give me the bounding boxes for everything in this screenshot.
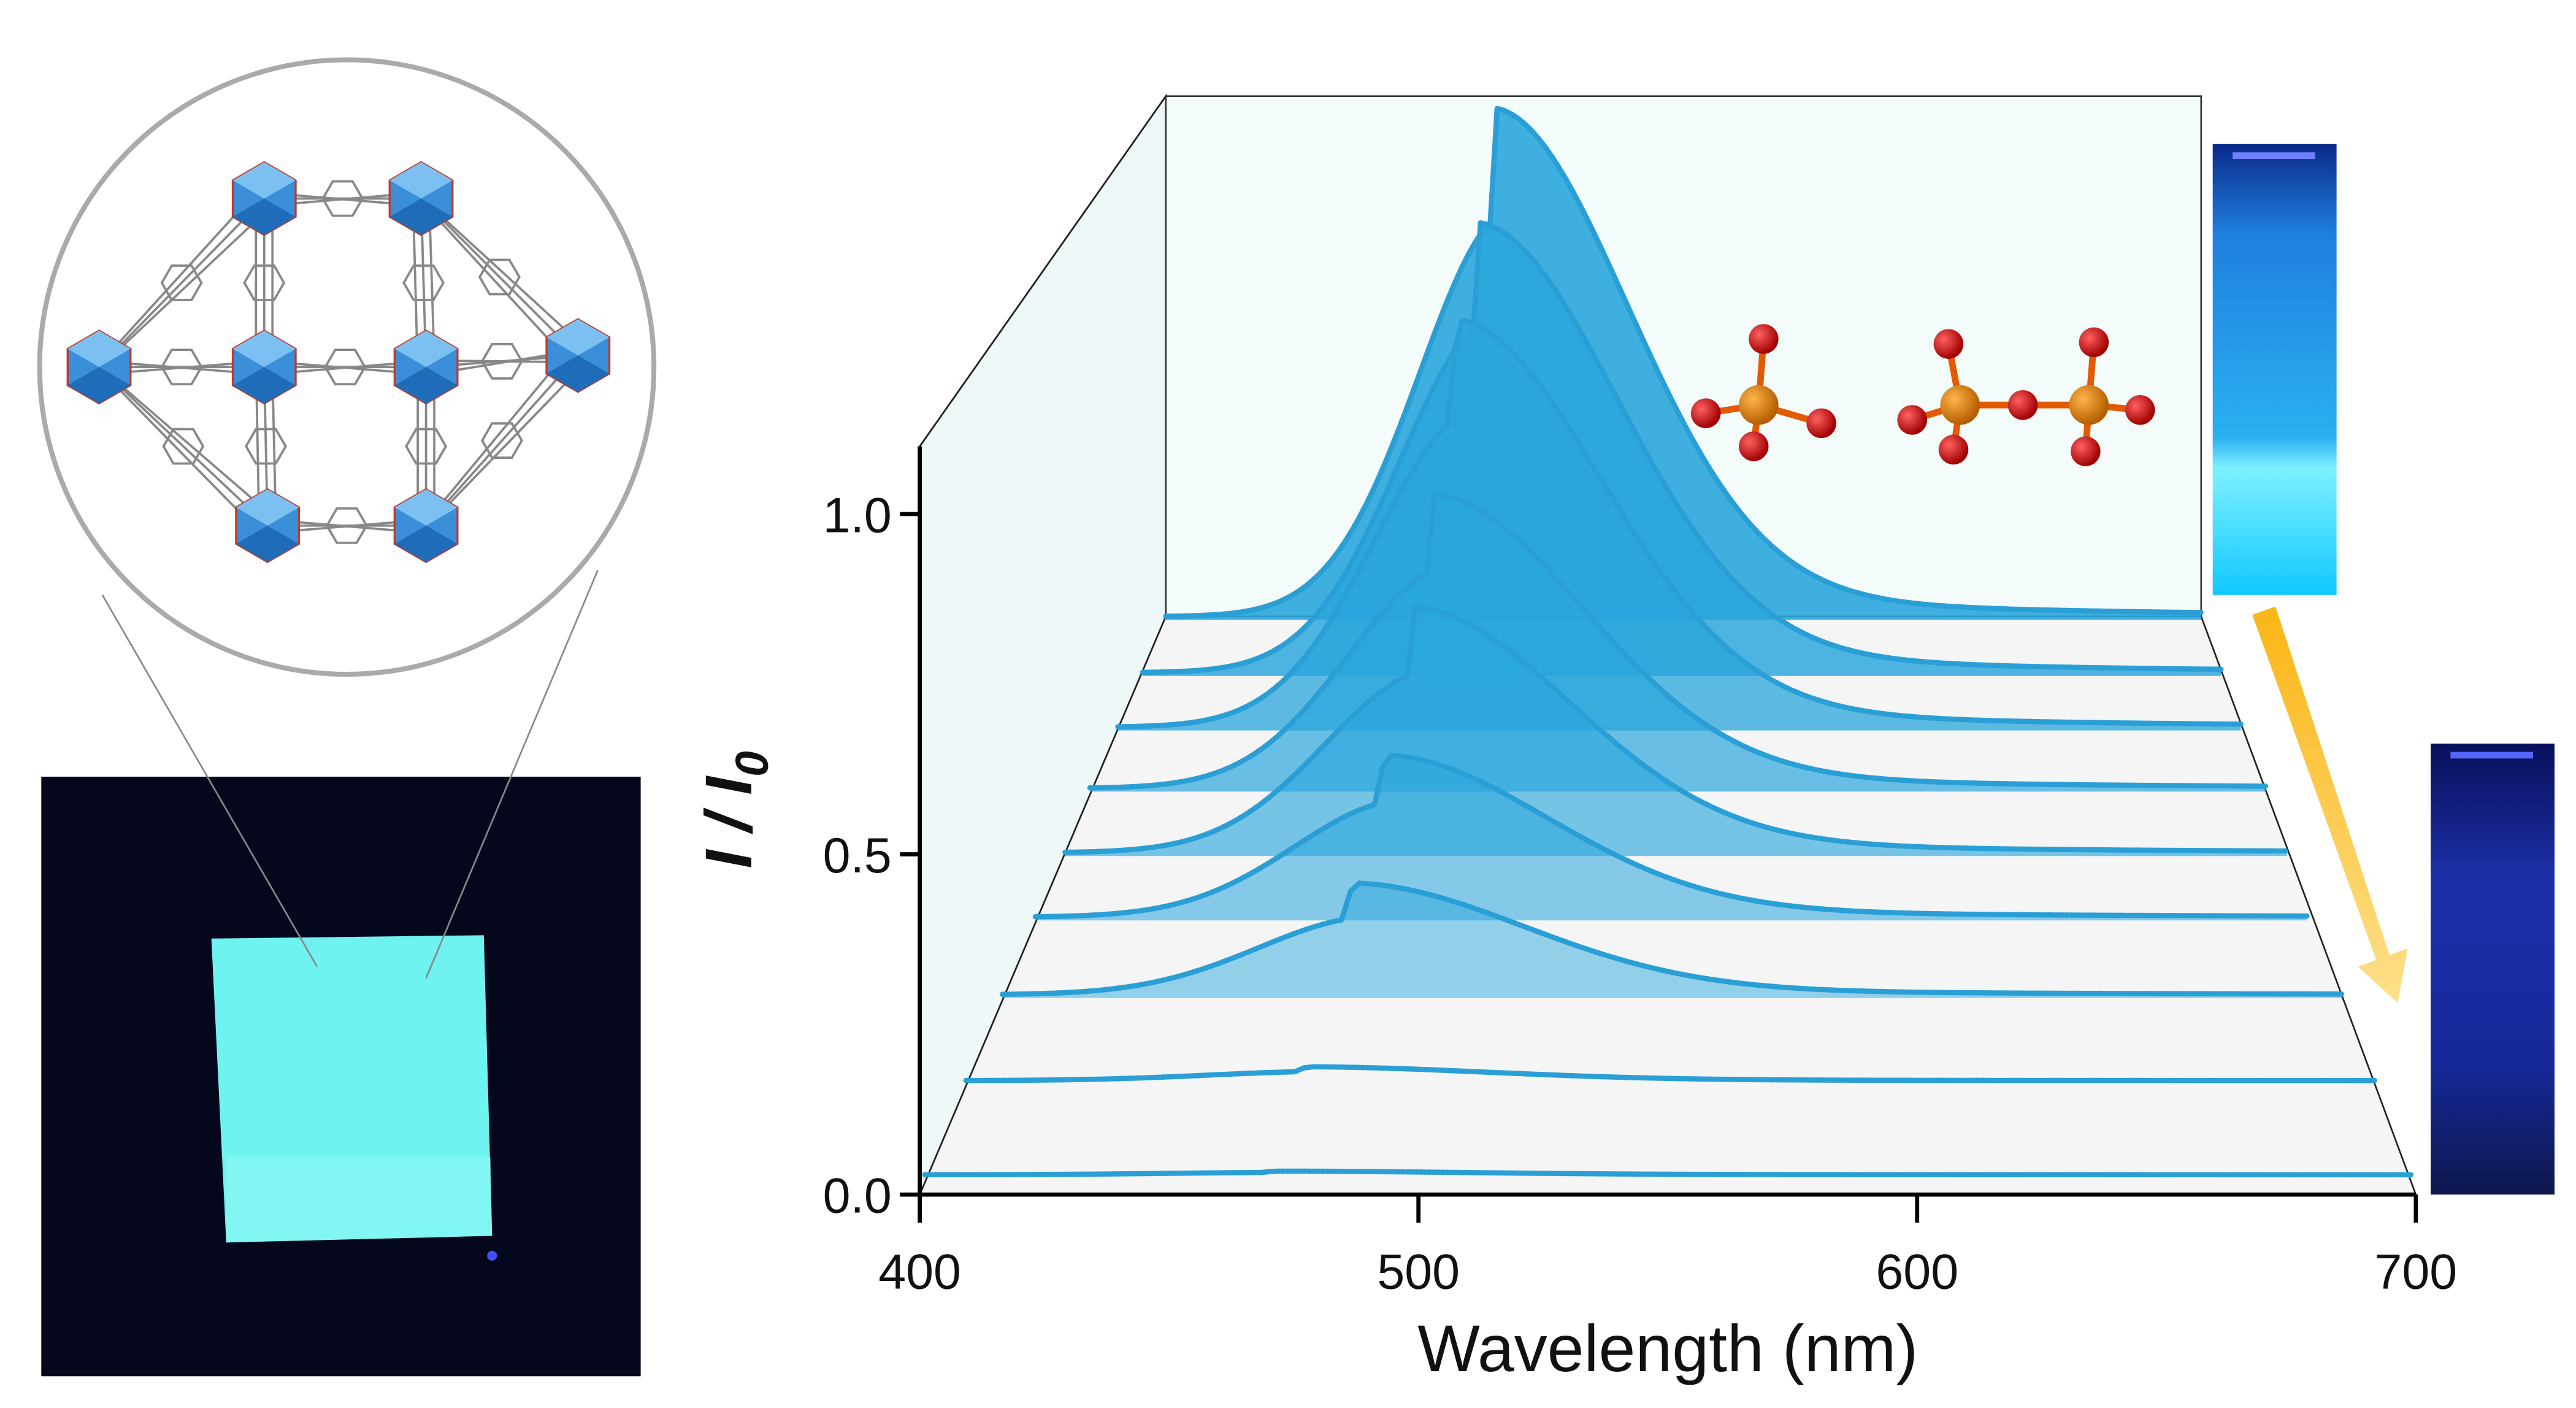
cluster-facet (232, 367, 296, 404)
linker-ring (160, 264, 203, 301)
zoom-line-left (101, 594, 318, 968)
linker (433, 361, 588, 520)
linker-ring (244, 428, 287, 465)
y-axis-label: I / I0 (692, 751, 778, 869)
linker-ring (480, 422, 523, 459)
bright-vial-photo (2212, 144, 2337, 595)
x-tick-label: 400 (878, 1245, 961, 1300)
oxygen-atom (2079, 327, 2109, 358)
mof-structure-inset (37, 57, 657, 677)
y-tick-label: 1.0 (823, 488, 892, 544)
trace-line (1115, 317, 2244, 729)
trace-line (922, 1168, 2414, 1178)
oxygen-atom (2125, 395, 2155, 425)
linker (428, 204, 588, 350)
back-diagonal (919, 95, 1167, 447)
linker (425, 355, 579, 526)
cluster-facet (389, 162, 453, 199)
oxygen-atom (1739, 431, 1769, 461)
linker (106, 372, 277, 520)
pyrophosphate-molecule (1897, 327, 2155, 466)
linker-ring (243, 264, 286, 301)
linker-ring (321, 180, 364, 217)
zoom-line-right (425, 569, 599, 979)
linker-ring (480, 342, 523, 380)
x-tick-label: 600 (1876, 1245, 1958, 1300)
cluster-facet (394, 525, 458, 562)
chart: 400 500 600 700 0.0 0.5 1.0 Wavelength (nm) I… (692, 93, 2457, 1385)
linker (106, 204, 274, 361)
cluster-facet (236, 525, 299, 562)
trace-fill (1035, 755, 2307, 921)
oxygen-atom (1690, 398, 1721, 428)
trace-line (1140, 219, 2224, 675)
trace-line (1087, 491, 2269, 791)
phosphorus-atom (1940, 385, 1980, 425)
linker-ring (324, 348, 367, 386)
cluster-facet (232, 162, 296, 199)
trace-line (963, 1064, 2377, 1083)
y-tick-label: 0.0 (823, 1169, 892, 1224)
phosphate-molecule (1690, 324, 1836, 461)
oxygen-atom (1806, 408, 1836, 439)
cluster-facet (546, 355, 610, 392)
oxygen-atom (1933, 329, 1964, 359)
linker-ring (478, 258, 521, 296)
cluster-facet (389, 198, 453, 235)
phosphorus-atom (1739, 385, 1779, 425)
phosphorus-atom (2069, 385, 2109, 425)
linker (98, 198, 266, 368)
quench-arrow (2252, 606, 2408, 1003)
y-tick-label: 0.5 (823, 828, 892, 883)
trace-fill (1002, 883, 2342, 998)
traces (922, 104, 2414, 1178)
cluster-facet (232, 198, 296, 235)
cluster-facet (236, 489, 299, 526)
x-tick-label: 700 (2374, 1245, 2457, 1300)
trace-line (1032, 752, 2310, 920)
luminescent-film-photo (41, 776, 641, 1377)
linker-ring (162, 428, 205, 465)
oxygen-atom (1897, 405, 1927, 435)
trace-line (1163, 104, 2204, 619)
trace-line (999, 880, 2345, 998)
trace-line (1062, 604, 2290, 855)
oxygen-atom (2007, 390, 2038, 420)
oxygen-atom (1749, 324, 1779, 354)
x-tick-label: 500 (1377, 1245, 1460, 1300)
linker-ring (402, 264, 445, 301)
cluster-facet (394, 367, 458, 404)
linker-ring (325, 507, 368, 544)
linker (98, 366, 269, 527)
linker-ring (160, 348, 203, 386)
quenched-vial-photo (2431, 744, 2555, 1195)
linker (420, 198, 579, 356)
x-axis-label: Wavelength (nm) (1417, 1312, 1918, 1385)
oxygen-atom (2071, 436, 2101, 466)
oxygen-atom (1938, 434, 1969, 465)
trace-fill (1065, 607, 2287, 856)
linker-ring (405, 428, 448, 465)
cluster-facet (394, 489, 458, 526)
